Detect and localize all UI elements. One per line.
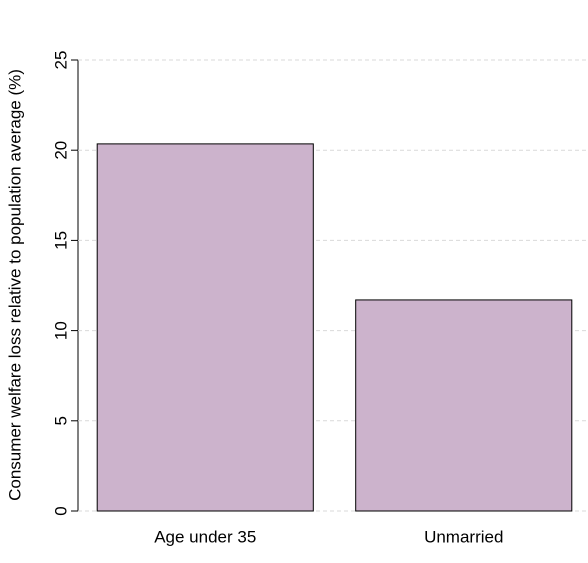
y-tick-label: 0 bbox=[51, 506, 70, 515]
y-tick-label: 15 bbox=[51, 231, 70, 250]
y-tick-label: 10 bbox=[51, 321, 70, 340]
y-tick-label: 25 bbox=[51, 51, 70, 70]
bar bbox=[96, 143, 314, 512]
y-axis-label: Consumer welfare loss relative to popula… bbox=[5, 69, 24, 501]
y-tick-label: 5 bbox=[51, 416, 70, 425]
bar bbox=[355, 299, 573, 512]
x-tick-label: Unmarried bbox=[424, 527, 503, 546]
y-tick-label: 20 bbox=[51, 141, 70, 160]
x-tick-label: Age under 35 bbox=[154, 527, 256, 546]
